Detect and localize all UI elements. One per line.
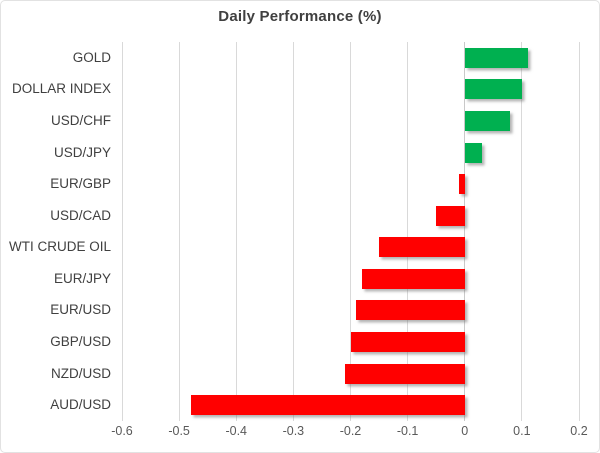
gridline [121,42,123,421]
category-label-gbp-usd: GBP/USD [50,334,111,350]
bar-wti-crude-oil [379,237,465,258]
bar-usd-jpy [464,142,482,163]
gridline [178,42,180,421]
category-label-dollar-index: DOLLAR INDEX [11,81,111,97]
gridline [350,42,351,421]
category-label-wti-crude-oil: WTI CRUDE OIL [8,239,111,255]
gridline [235,42,237,421]
x-tick-label: 0.1 [513,424,531,438]
plot-area [121,42,580,421]
category-label-eur-jpy: EUR/JPY [53,270,111,286]
bar-eur-jpy [361,268,465,289]
bar-gold [464,47,528,68]
gridline [407,42,409,421]
category-label-eur-gbp: EUR/GBP [50,176,111,192]
bar-gbp-usd [350,332,465,353]
x-tick-label: -0.4 [225,424,248,438]
category-label-usd-chf: USD/CHF [51,112,111,128]
bar-nzd-usd [344,363,465,384]
category-label-nzd-usd: NZD/USD [51,365,111,381]
bar-dollar-index [464,79,522,100]
category-label-aud-usd: AUD/USD [50,397,111,413]
zero-gridline [464,42,466,421]
bar-usd-cad [436,205,465,226]
x-tick-label: 0.2 [570,424,588,438]
category-label-gold: GOLD [72,49,111,65]
chart-title: Daily Performance (%) [218,8,382,25]
bar-aud-usd [190,395,465,416]
bar-eur-gbp [459,174,465,195]
category-label-usd-jpy: USD/JPY [53,144,111,160]
bar-usd-chf [464,110,511,131]
x-tick-label: -0.6 [111,424,133,438]
gridline [292,42,294,421]
x-tick-label: 0 [461,424,469,438]
x-tick-label: -0.2 [339,424,362,438]
x-tick-label: -0.1 [396,424,419,438]
gridline [578,42,580,421]
category-label-usd-cad: USD/CAD [50,207,111,223]
x-tick-label: -0.3 [282,424,305,438]
category-label-eur-usd: EUR/USD [50,302,111,318]
gridline [521,42,523,421]
bar-eur-usd [356,300,465,321]
x-tick-label: -0.5 [168,424,190,438]
